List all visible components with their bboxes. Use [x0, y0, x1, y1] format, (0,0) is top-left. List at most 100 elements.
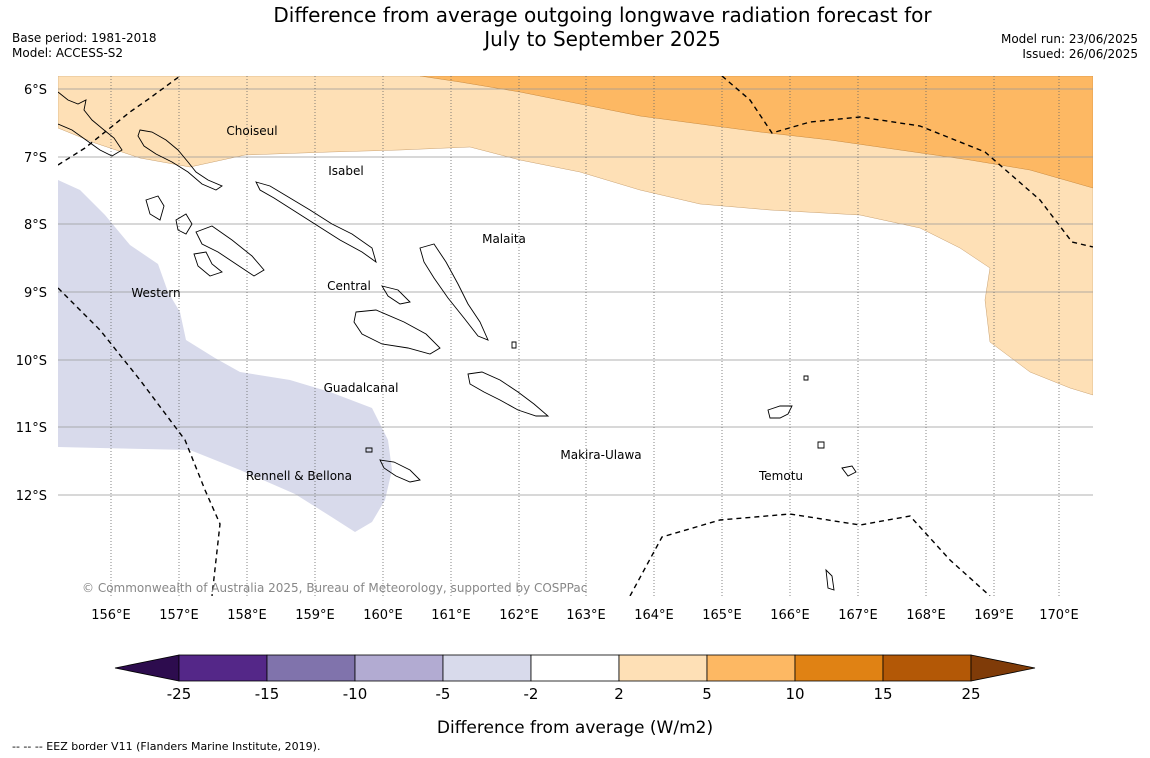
colorbar-swatch — [178, 654, 268, 682]
anomaly-area-light-purple — [58, 180, 392, 532]
island-anuta — [825, 568, 835, 591]
colorbar-swatch — [882, 654, 972, 682]
eez-legend: -- -- -- EEZ border V11 (Flanders Marine… — [12, 740, 321, 753]
island-vanikoro — [841, 465, 857, 477]
island-vella-lavella — [145, 195, 165, 221]
colorbar-swatch — [530, 654, 620, 682]
longitude-labels: 156°E 157°E 158°E 159°E 160°E 161°E 162°… — [91, 608, 1079, 623]
colorbar-swatch — [266, 654, 356, 682]
lon-label: 165°E — [702, 608, 742, 623]
eez-border-southwest — [58, 287, 221, 596]
eez-border-southeast — [629, 513, 991, 596]
lat-label: 6°S — [24, 83, 47, 98]
issued-date: Issued: 26/06/2025 — [1022, 47, 1138, 61]
base-period: Base period: 1981-2018 — [12, 31, 157, 45]
region-labels: Choiseul Isabel Malaita Western Central … — [131, 124, 803, 483]
lon-label: 157°E — [159, 608, 199, 623]
map-plot-area — [58, 76, 1093, 596]
lon-label: 170°E — [1039, 608, 1079, 623]
region-label-western: Western — [131, 286, 180, 300]
eez-border-northeast — [721, 76, 1093, 248]
island-guadalcanal — [353, 309, 441, 355]
colorbar — [114, 654, 1036, 682]
lat-label: 11°S — [16, 421, 47, 436]
region-label-temotu: Temotu — [758, 469, 803, 483]
lon-label: 169°E — [974, 608, 1014, 623]
region-label-choiseul: Choiseul — [226, 124, 277, 138]
colorbar-swatch — [706, 654, 796, 682]
colorbar-ticks: -25 -15 -10 -5 -2 2 5 10 15 25 — [167, 685, 981, 703]
island-new-georgia — [195, 225, 265, 277]
colorbar-extend-high — [970, 654, 1036, 682]
copyright-notice: © Commonwealth of Australia 2025, Bureau… — [82, 581, 587, 595]
island-isabel — [255, 181, 377, 264]
lon-label: 166°E — [770, 608, 810, 623]
title-line-1: Difference from average outgoing longwav… — [273, 3, 932, 27]
island-duff — [803, 375, 809, 381]
colorbar-tick: -10 — [343, 685, 368, 703]
island-kolombangara — [175, 213, 193, 235]
lon-label: 158°E — [227, 608, 267, 623]
colorbar-tick: 10 — [785, 685, 804, 703]
region-label-rennell-bellona: Rennell & Bellona — [246, 469, 352, 483]
island-rennell — [379, 459, 421, 483]
colorbar-swatch — [618, 654, 708, 682]
colorbar-tick: -25 — [167, 685, 192, 703]
island-bougainville — [58, 91, 123, 157]
graticule — [58, 88, 1093, 496]
island-small — [511, 341, 517, 349]
lon-label: 167°E — [838, 608, 878, 623]
lon-label: 160°E — [363, 608, 403, 623]
colorbar-swatch — [442, 654, 532, 682]
lon-label: 164°E — [634, 608, 674, 623]
region-label-central: Central — [327, 279, 371, 293]
island-rendova — [193, 251, 223, 277]
lat-label: 8°S — [24, 218, 47, 233]
map-title: Difference from average outgoing longwav… — [0, 3, 1150, 51]
lon-label: 161°E — [431, 608, 471, 623]
lon-label: 163°E — [566, 608, 606, 623]
colorbar-tick: 2 — [614, 685, 624, 703]
anomaly-area-orange — [419, 76, 1093, 189]
title-line-2: July to September 2025 — [484, 27, 721, 51]
colorbar-tick: -15 — [255, 685, 280, 703]
region-label-malaita: Malaita — [482, 232, 526, 246]
island-utupua — [817, 441, 825, 449]
model-run: Model run: 23/06/2025 — [1000, 32, 1138, 46]
islands — [58, 91, 857, 591]
colorbar-tick: -5 — [436, 685, 451, 703]
lon-label: 156°E — [91, 608, 131, 623]
region-label-guadalcanal: Guadalcanal — [324, 381, 399, 395]
colorbar-tick: 5 — [702, 685, 712, 703]
lon-label: 168°E — [906, 608, 946, 623]
island-makira — [467, 371, 550, 417]
colorbar-swatch — [354, 654, 444, 682]
lat-label: 12°S — [16, 489, 47, 504]
region-label-makira-ulawa: Makira-Ulawa — [560, 448, 641, 462]
lon-label: 162°E — [499, 608, 539, 623]
anomaly-area-light-orange — [58, 76, 1093, 396]
colorbar-tick: 15 — [873, 685, 892, 703]
colorbar-label: Difference from average (W/m2) — [436, 718, 714, 738]
island-malaita — [419, 243, 489, 341]
meta-left: Base period: 1981-2018 Model: ACCESS-S2 — [12, 31, 157, 61]
colorbar-swatch — [794, 654, 884, 682]
lon-label: 159°E — [295, 608, 335, 623]
island-choiseul — [137, 129, 223, 191]
island-florida — [381, 285, 411, 305]
colorbar-tick: 25 — [961, 685, 980, 703]
latitude-labels: 6°S 7°S 8°S 9°S 10°S 11°S 12°S — [16, 83, 47, 504]
lat-label: 7°S — [24, 151, 47, 166]
island-santa-cruz — [767, 405, 793, 419]
lat-label: 10°S — [16, 354, 47, 369]
model-name: Model: ACCESS-S2 — [12, 46, 124, 60]
island-bellona — [365, 447, 373, 453]
meta-right: Model run: 23/06/2025 Issued: 26/06/2025 — [1001, 32, 1138, 62]
lat-label: 9°S — [24, 286, 47, 301]
colorbar-tick: -2 — [524, 685, 539, 703]
eez-borders — [58, 76, 1093, 596]
eez-border-northwest — [58, 76, 181, 166]
colorbar-extend-low — [114, 654, 180, 682]
region-label-isabel: Isabel — [328, 164, 363, 178]
